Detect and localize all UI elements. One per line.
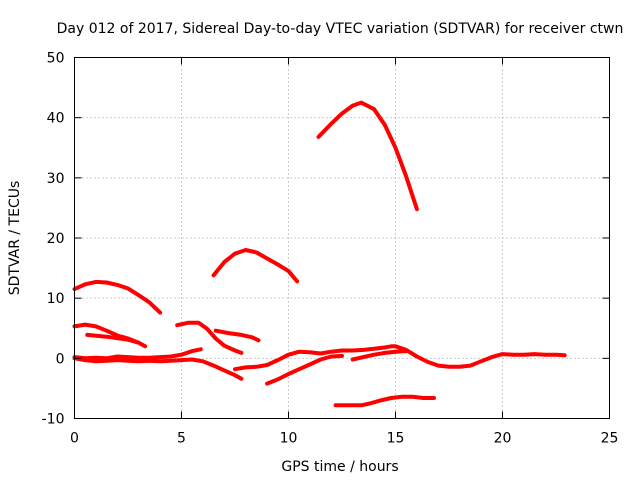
y-tick-label: 30 (47, 171, 65, 187)
y-tick-label: 20 (47, 231, 65, 247)
y-tick-label: 0 (56, 351, 65, 367)
series-line-arc-l (350, 349, 409, 362)
ticks: 0 5 10 15 20 25 -10 0 10 20 30 40 50 (42, 51, 619, 447)
x-tick-label: 5 (177, 431, 186, 447)
x-tick-label: 20 (494, 431, 512, 447)
series-line-arc-a (72, 279, 163, 315)
series-line-arc-g (213, 328, 261, 343)
y-tick-label: 10 (47, 291, 65, 307)
series-line-arc-i (72, 347, 203, 361)
series-group (72, 100, 567, 408)
x-tick-label: 25 (601, 431, 619, 447)
chart-title: Day 012 of 2017, Sidereal Day-to-day VTE… (57, 21, 624, 37)
series-line-arc-e (85, 332, 148, 349)
y-tick-label: 40 (47, 111, 65, 127)
x-axis-label: GPS time / hours (281, 459, 398, 475)
x-tick-label: 10 (280, 431, 298, 447)
series-line-arc-j (233, 344, 567, 372)
series-line-arc-m (333, 394, 436, 408)
series-line-arc-h (72, 356, 244, 381)
series-line-arc-k (265, 353, 344, 386)
x-tick-label: 15 (387, 431, 405, 447)
series-line-arc-c (316, 100, 419, 212)
x-tick-label: 0 (70, 431, 79, 447)
y-axis-label: SDTVAR / TECUs (7, 181, 23, 296)
y-tick-label: -10 (42, 412, 65, 428)
series-line-arc-b (211, 248, 300, 284)
y-tick-label: 50 (47, 51, 65, 67)
series-line-arc-f (175, 320, 244, 355)
